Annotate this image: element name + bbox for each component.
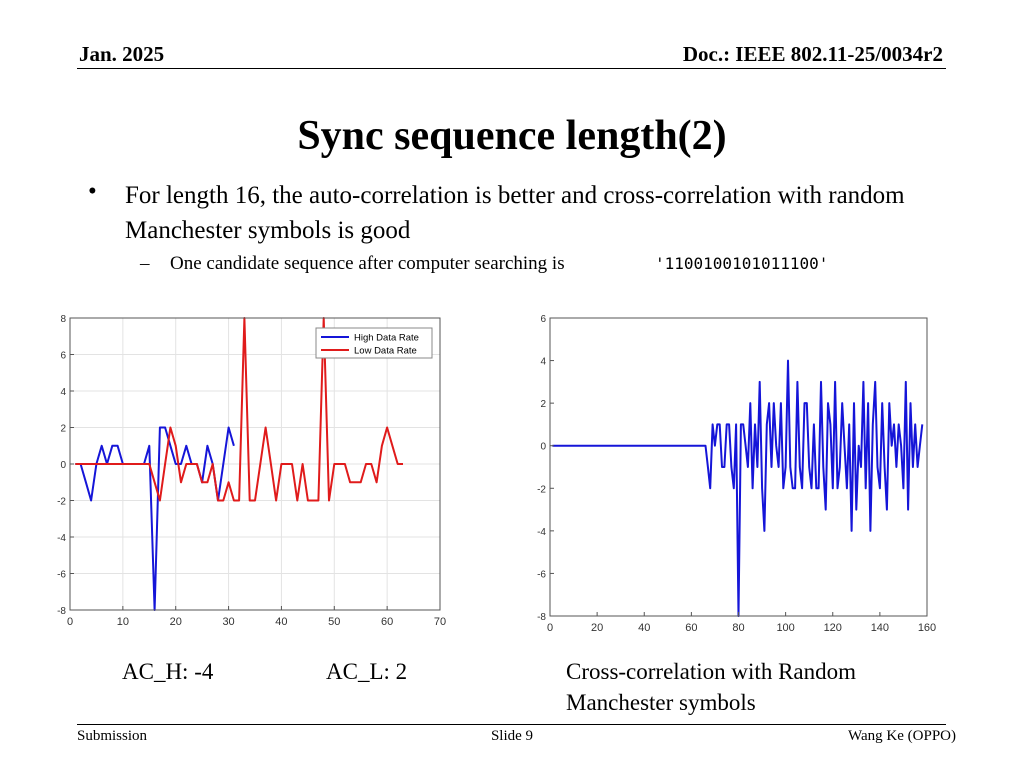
x-tick-label: 0: [547, 622, 553, 634]
y-tick-label: -4: [537, 527, 546, 538]
y-tick-label: -8: [537, 612, 546, 623]
series-line-1-0: [552, 359, 924, 617]
y-tick-label: -6: [57, 570, 66, 581]
y-tick-label: 2: [540, 399, 546, 410]
bullet-main-text: For length 16, the auto-correlation is b…: [125, 182, 905, 244]
y-tick-label: -2: [537, 484, 546, 495]
caption-ac-h: AC_H: -4: [122, 659, 214, 684]
x-tick-label: 0: [67, 616, 73, 628]
footer-author: Wang Ke (OPPO): [848, 728, 956, 744]
x-tick-label: 20: [591, 622, 603, 634]
footer-submission: Submission: [77, 728, 148, 744]
y-tick-label: 0: [60, 460, 66, 471]
x-tick-label: 140: [871, 622, 889, 634]
caption-cross-correlation: Cross-correlation with Random Manchester…: [566, 659, 857, 715]
slide-title: Sync sequence length(2): [297, 113, 727, 159]
sub-bullet-text: One candidate sequence after computer se…: [170, 253, 565, 274]
x-tick-label: 120: [824, 622, 842, 634]
x-tick-label: 10: [117, 616, 129, 628]
y-tick-label: 2: [60, 424, 66, 435]
y-tick-label: -8: [57, 606, 66, 617]
legend-box: [315, 327, 433, 359]
y-tick-label: 8: [60, 314, 66, 325]
y-tick-label: -4: [57, 533, 66, 544]
series-line-low-data-rate: [75, 317, 403, 502]
sub-bullet-dash: –: [140, 253, 150, 274]
x-tick-label: 60: [685, 622, 697, 634]
x-tick-label: 40: [275, 616, 287, 628]
x-tick-label: 60: [381, 616, 393, 628]
bullet-dot: •: [88, 178, 97, 205]
y-tick-label: 4: [60, 387, 66, 398]
header-rule: [77, 68, 946, 69]
y-tick-label: 6: [60, 351, 66, 362]
x-tick-label: 30: [222, 616, 234, 628]
footer-rule: [77, 724, 946, 725]
crosscorrelation-chart: 0 20 40 60 80 100 120 140 160 -8 -6 -4 -2 0 2 4 6: [537, 314, 936, 634]
y-tick-label: 4: [540, 357, 546, 368]
y-tick-label: 0: [540, 442, 546, 453]
y-tick-label: -2: [57, 497, 66, 508]
footer-slide-number: Slide 9: [490, 728, 534, 744]
x-tick-label: 70: [434, 616, 446, 628]
header-date: Jan. 2025: [79, 42, 165, 66]
header-doc-number: Doc.: IEEE 802.11-25/0034r2: [682, 42, 943, 66]
x-tick-label: 20: [170, 616, 182, 628]
y-tick-label: 6: [540, 314, 546, 325]
x-tick-label: 50: [328, 616, 340, 628]
y-tick-label: -6: [537, 569, 546, 580]
series-line-high-data-rate: [75, 426, 235, 611]
autocorrelation-chart: 0 10 20 30 40 50 60 70 -8 -6 -4 -2 0 2 4 6 8 High Data Ra…: [57, 314, 446, 628]
legend-label: High Data Rate: [354, 333, 419, 344]
x-tick-label: 80: [732, 622, 744, 634]
caption-ac-l: AC_L: 2: [326, 659, 408, 684]
x-tick-label: 40: [638, 622, 650, 634]
x-tick-label: 160: [918, 622, 936, 634]
x-tick-label: 100: [776, 622, 794, 634]
sub-bullet-sequence: '1100100101011100': [655, 254, 829, 273]
legend-label: Low Data Rate: [354, 346, 417, 357]
